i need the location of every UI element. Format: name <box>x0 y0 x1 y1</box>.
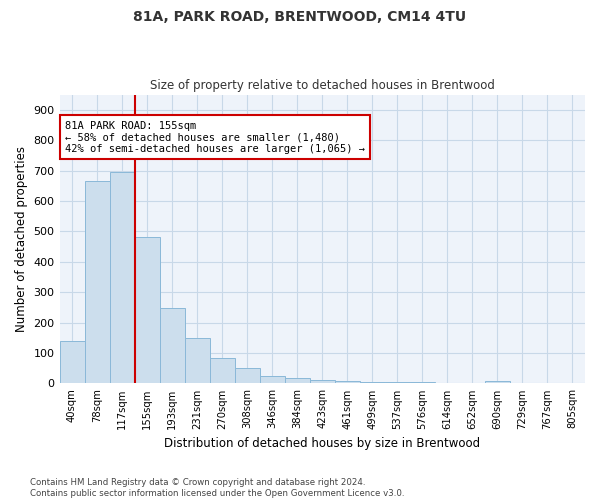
Bar <box>260 376 285 384</box>
Bar <box>485 381 510 384</box>
Bar <box>385 382 410 384</box>
Bar <box>410 382 435 384</box>
Bar <box>59 341 85 384</box>
Bar <box>134 236 160 384</box>
Bar <box>85 180 110 384</box>
Bar <box>285 378 310 384</box>
Text: Contains HM Land Registry data © Crown copyright and database right 2024.
Contai: Contains HM Land Registry data © Crown c… <box>30 478 404 498</box>
Bar <box>110 172 134 384</box>
X-axis label: Distribution of detached houses by size in Brentwood: Distribution of detached houses by size … <box>164 437 481 450</box>
Bar <box>360 382 385 384</box>
Y-axis label: Number of detached properties: Number of detached properties <box>15 146 28 332</box>
Bar <box>335 380 360 384</box>
Bar <box>209 358 235 384</box>
Title: Size of property relative to detached houses in Brentwood: Size of property relative to detached ho… <box>150 79 495 92</box>
Bar <box>160 308 185 384</box>
Text: 81A, PARK ROAD, BRENTWOOD, CM14 4TU: 81A, PARK ROAD, BRENTWOOD, CM14 4TU <box>133 10 467 24</box>
Bar <box>235 368 260 384</box>
Bar <box>310 380 335 384</box>
Text: 81A PARK ROAD: 155sqm
← 58% of detached houses are smaller (1,480)
42% of semi-d: 81A PARK ROAD: 155sqm ← 58% of detached … <box>65 120 365 154</box>
Bar <box>185 338 209 384</box>
